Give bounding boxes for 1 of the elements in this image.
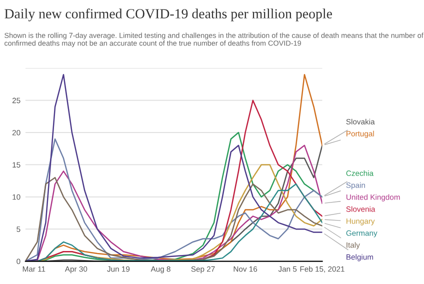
chart-title: Daily new confirmed COVID-19 deaths per million people — [4, 8, 332, 22]
